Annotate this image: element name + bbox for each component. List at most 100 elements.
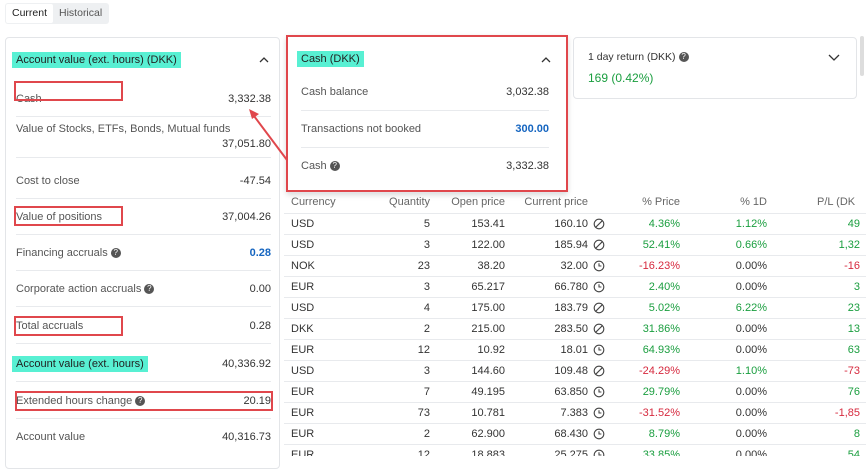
table-cell: 23: [847, 302, 860, 314]
table-cell: 65.217: [471, 281, 505, 293]
column-header: Current price: [524, 196, 588, 208]
panel-row: Value of positions 37,004.26: [16, 200, 271, 235]
annotation-box: [14, 81, 123, 101]
row-label: Cost to close: [16, 175, 80, 187]
help-icon[interactable]: ?: [144, 284, 155, 295]
clock-icon: [593, 407, 605, 419]
row-divider: [284, 255, 866, 256]
row-label-wrap: Transactions not booked: [301, 123, 421, 135]
table-cell: 160.10: [554, 218, 588, 230]
column-header: Open price: [451, 196, 505, 208]
tab-historical[interactable]: Historical: [59, 7, 103, 19]
table-cell: 64.93%: [642, 344, 680, 356]
table-cell: -16: [844, 260, 860, 272]
table-cell: EUR: [291, 281, 315, 293]
return-value: 169 (0.42%): [588, 71, 654, 85]
column-header: % Price: [642, 196, 680, 208]
table-cell: 49.195: [471, 386, 505, 398]
table-cell: -73: [844, 365, 860, 377]
table-cell: 0.00%: [735, 407, 767, 419]
row-value: 300.00: [515, 123, 549, 135]
table-cell: 144.60: [471, 365, 505, 377]
row-divider: [284, 339, 866, 340]
table-cell: 0.00%: [735, 323, 767, 335]
row-label: Value of positions: [16, 211, 103, 223]
table-cell: 4.36%: [648, 218, 680, 230]
table-cell: 2: [423, 323, 430, 335]
row-value: 20.19: [243, 395, 271, 407]
table-cell: 29.79%: [642, 386, 680, 398]
closed-icon: [593, 302, 605, 314]
table-cell: EUR: [291, 407, 315, 419]
closed-icon: [593, 365, 605, 377]
table-cell: 283.50: [554, 323, 588, 335]
column-header: Currency: [291, 196, 336, 208]
scrollbar[interactable]: [860, 36, 864, 76]
row-label-wrap: Cash balance: [301, 86, 368, 98]
cash-popup: Cash (DKK) Cash balance 3,032.38 Transacti…: [286, 35, 568, 193]
table-cell: 18.883: [471, 449, 505, 456]
table-cell: 5: [423, 218, 430, 230]
page: Current Historical Account value (ext. h…: [5, 3, 866, 469]
table-cell: 0.00%: [735, 428, 767, 440]
table-cell: 23: [417, 260, 430, 272]
row-value: 0.28: [249, 247, 271, 259]
row-label: Extended hours change: [16, 395, 133, 407]
row-value: 0.28: [249, 320, 271, 332]
table-cell: USD: [291, 239, 315, 251]
popup-row: Cash? 3,332.38: [301, 148, 549, 184]
column-header: P/L (DK: [817, 196, 856, 208]
table-cell: -31.52%: [639, 407, 680, 419]
row-label-wrap: Account value (ext. hours): [12, 356, 148, 372]
row-label: Cash balance: [301, 86, 369, 98]
table-cell: 175.00: [471, 302, 505, 314]
closed-icon: [593, 239, 605, 251]
help-icon[interactable]: ?: [329, 161, 340, 172]
table-cell: 0.00%: [735, 344, 767, 356]
panel-header: Account value (ext. hours) (DKK): [12, 48, 271, 74]
table-cell: DKK: [291, 323, 314, 335]
table-cell: 68.430: [554, 428, 588, 440]
table-cell: 63: [847, 344, 860, 356]
table-cell: 185.94: [554, 239, 588, 251]
expand-icon[interactable]: [828, 54, 840, 62]
account-panel: Account value (ext. hours) (DKK) Cash 3,3…: [5, 37, 280, 469]
table-cell: EUR: [291, 386, 315, 398]
table-cell: 31.86%: [642, 323, 680, 335]
panel-row: Account value 40,316.73: [16, 420, 271, 454]
collapse-icon[interactable]: [259, 56, 269, 64]
row-divider: [284, 423, 866, 424]
column-header: Quantity: [389, 196, 430, 208]
return-title: 1 day return (DKK): [588, 51, 676, 63]
table-cell: -1,85: [834, 407, 860, 419]
row-value: 3,032.38: [506, 86, 549, 98]
row-value: 40,316.73: [222, 431, 271, 443]
row-label-wrap: Total accruals: [16, 320, 83, 332]
row-value: 40,336.92: [222, 358, 271, 370]
table-cell: 13: [847, 323, 860, 335]
row-divider: [284, 444, 866, 445]
annotation-box: [14, 206, 123, 226]
table-cell: USD: [291, 218, 315, 230]
row-value: 0.00: [249, 283, 271, 295]
table-cell: USD: [291, 365, 315, 377]
annotation-box: [15, 391, 273, 411]
table-cell: EUR: [291, 449, 315, 456]
table-cell: 52.41%: [642, 239, 680, 251]
help-icon[interactable]: ?: [110, 248, 121, 259]
popup-title: Cash (DKK): [297, 51, 364, 67]
table-cell: 73: [417, 407, 430, 419]
help-icon[interactable]: ?: [135, 396, 146, 407]
collapse-icon[interactable]: [541, 56, 551, 64]
row-label-wrap: Corporate action accruals?: [16, 283, 155, 295]
table-cell: 5.02%: [648, 302, 680, 314]
table-cell: 1.10%: [735, 365, 767, 377]
row-divider: [284, 360, 866, 361]
table-cell: 183.79: [554, 302, 588, 314]
panel-row: Corporate action accruals? 0.00: [16, 272, 271, 307]
closed-icon: [593, 218, 605, 230]
table-cell: 18.01: [560, 344, 588, 356]
table-cell: 215.00: [471, 323, 505, 335]
tab-current[interactable]: Current: [6, 4, 54, 23]
row-label: Cash: [301, 160, 327, 172]
